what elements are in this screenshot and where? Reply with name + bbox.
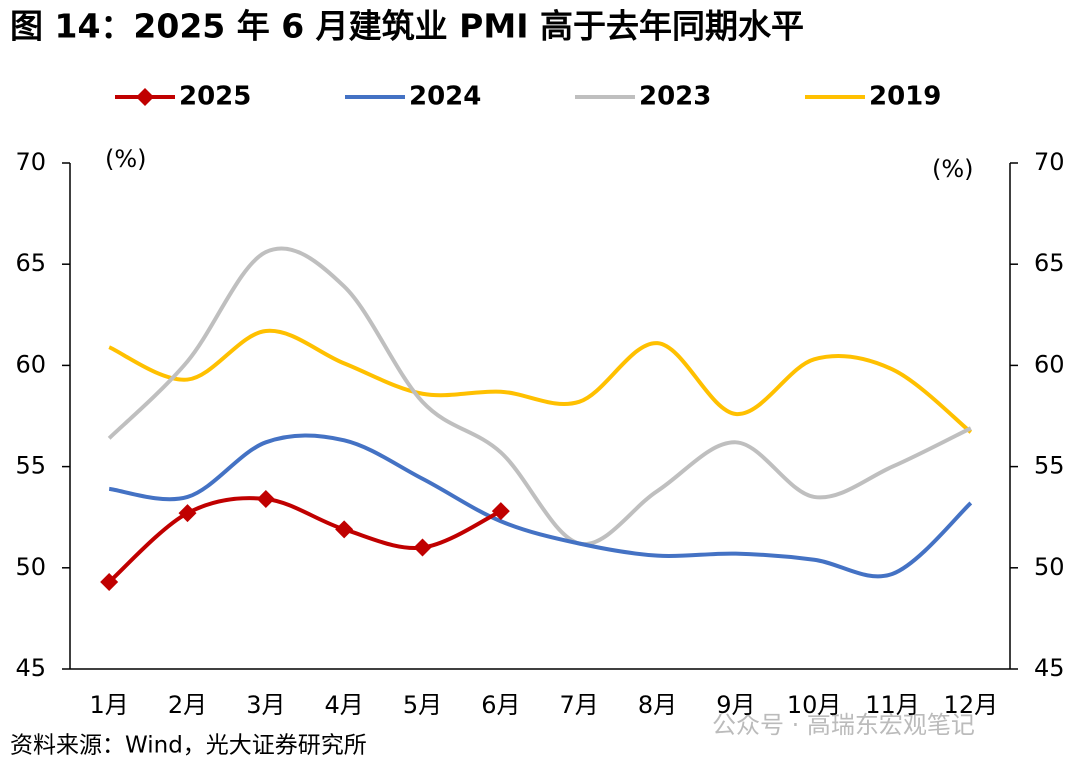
line	[107, 496, 502, 584]
marker	[335, 520, 354, 539]
marker	[413, 538, 432, 557]
y-tick-label: 60	[15, 350, 46, 378]
x-tick-label: 6月	[481, 691, 520, 719]
chart-title: 图 14：2025 年 6 月建筑业 PMI 高于去年同期水平	[10, 7, 804, 46]
y-tick-label: 50	[15, 553, 46, 581]
x-tick-label: 8月	[638, 691, 677, 719]
y2-tick-label: 60	[1034, 350, 1065, 378]
x-tick-label: 12月	[944, 691, 999, 719]
x-tick-label: 9月	[716, 691, 755, 719]
y2-tick-label: 70	[1034, 148, 1065, 176]
legend-marker	[136, 88, 154, 106]
x-tick-label: 7月	[560, 691, 599, 719]
marker	[491, 502, 510, 521]
legend-label: 2024	[409, 82, 481, 112]
y-tick-label: 70	[15, 148, 46, 176]
y2-tick-label: 65	[1034, 249, 1065, 277]
marker	[178, 504, 197, 523]
marker	[100, 572, 119, 591]
y2-axis-label: (%)	[932, 155, 974, 183]
x-tick-label: 4月	[325, 691, 364, 719]
legend-label: 2025	[179, 82, 251, 112]
y-tick-label: 65	[15, 249, 46, 277]
y2-tick-label: 45	[1034, 654, 1065, 682]
line	[108, 433, 973, 579]
x-tick-label: 2月	[168, 691, 207, 719]
legend-label: 2023	[639, 82, 711, 112]
source: 资料来源：Wind，光大证券研究所	[10, 733, 367, 759]
y2-tick-label: 50	[1034, 553, 1065, 581]
x-tick-label: 5月	[403, 691, 442, 719]
x-tick-label: 1月	[90, 691, 129, 719]
line	[108, 328, 973, 434]
x-tick-label: 10月	[787, 691, 842, 719]
y-axis-label: (%)	[105, 145, 147, 173]
watermark: 公众号 · 高瑞东宏观笔记	[712, 711, 975, 739]
x-tick-label: 11月	[865, 691, 920, 719]
y-tick-label: 45	[15, 654, 46, 682]
y-tick-label: 55	[15, 452, 46, 480]
line	[107, 246, 972, 547]
x-tick-label: 3月	[246, 691, 285, 719]
marker	[256, 489, 275, 508]
legend-label: 2019	[869, 82, 941, 112]
y2-tick-label: 55	[1034, 452, 1065, 480]
